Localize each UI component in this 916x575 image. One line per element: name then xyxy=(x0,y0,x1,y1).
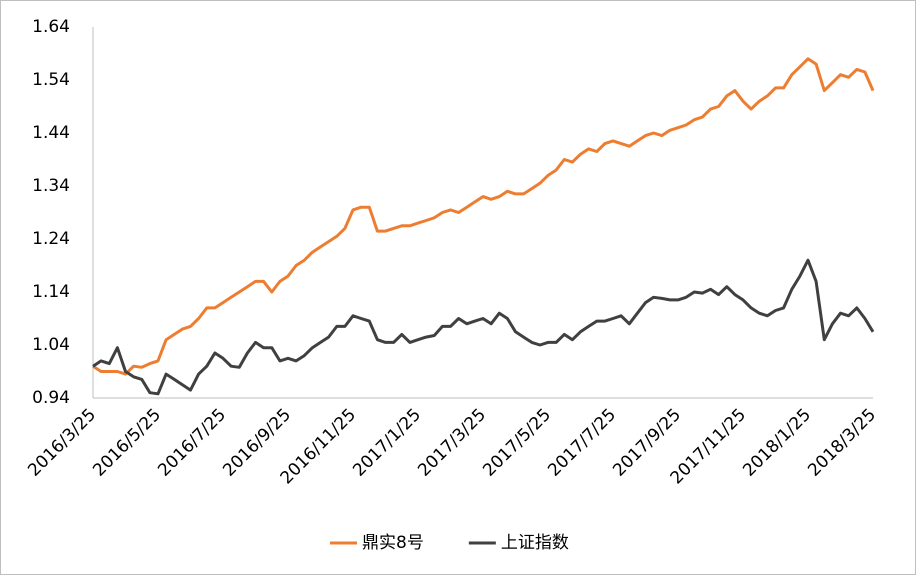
legend-label: 鼎实8号 xyxy=(362,533,424,553)
series-line xyxy=(92,57,875,376)
y-tick-label: 0.94 xyxy=(32,388,70,408)
y-tick-label: 1.14 xyxy=(32,282,70,302)
y-tick-label: 1.44 xyxy=(32,123,70,143)
y-tick-label: 1.64 xyxy=(32,17,70,37)
y-tick-label: 1.04 xyxy=(32,335,70,355)
series-line xyxy=(92,258,875,396)
y-tick-label: 1.34 xyxy=(32,176,70,196)
y-tick-label: 1.54 xyxy=(32,70,70,90)
legend-label: 上证指数 xyxy=(501,533,569,553)
y-tick-label: 1.24 xyxy=(32,229,70,249)
